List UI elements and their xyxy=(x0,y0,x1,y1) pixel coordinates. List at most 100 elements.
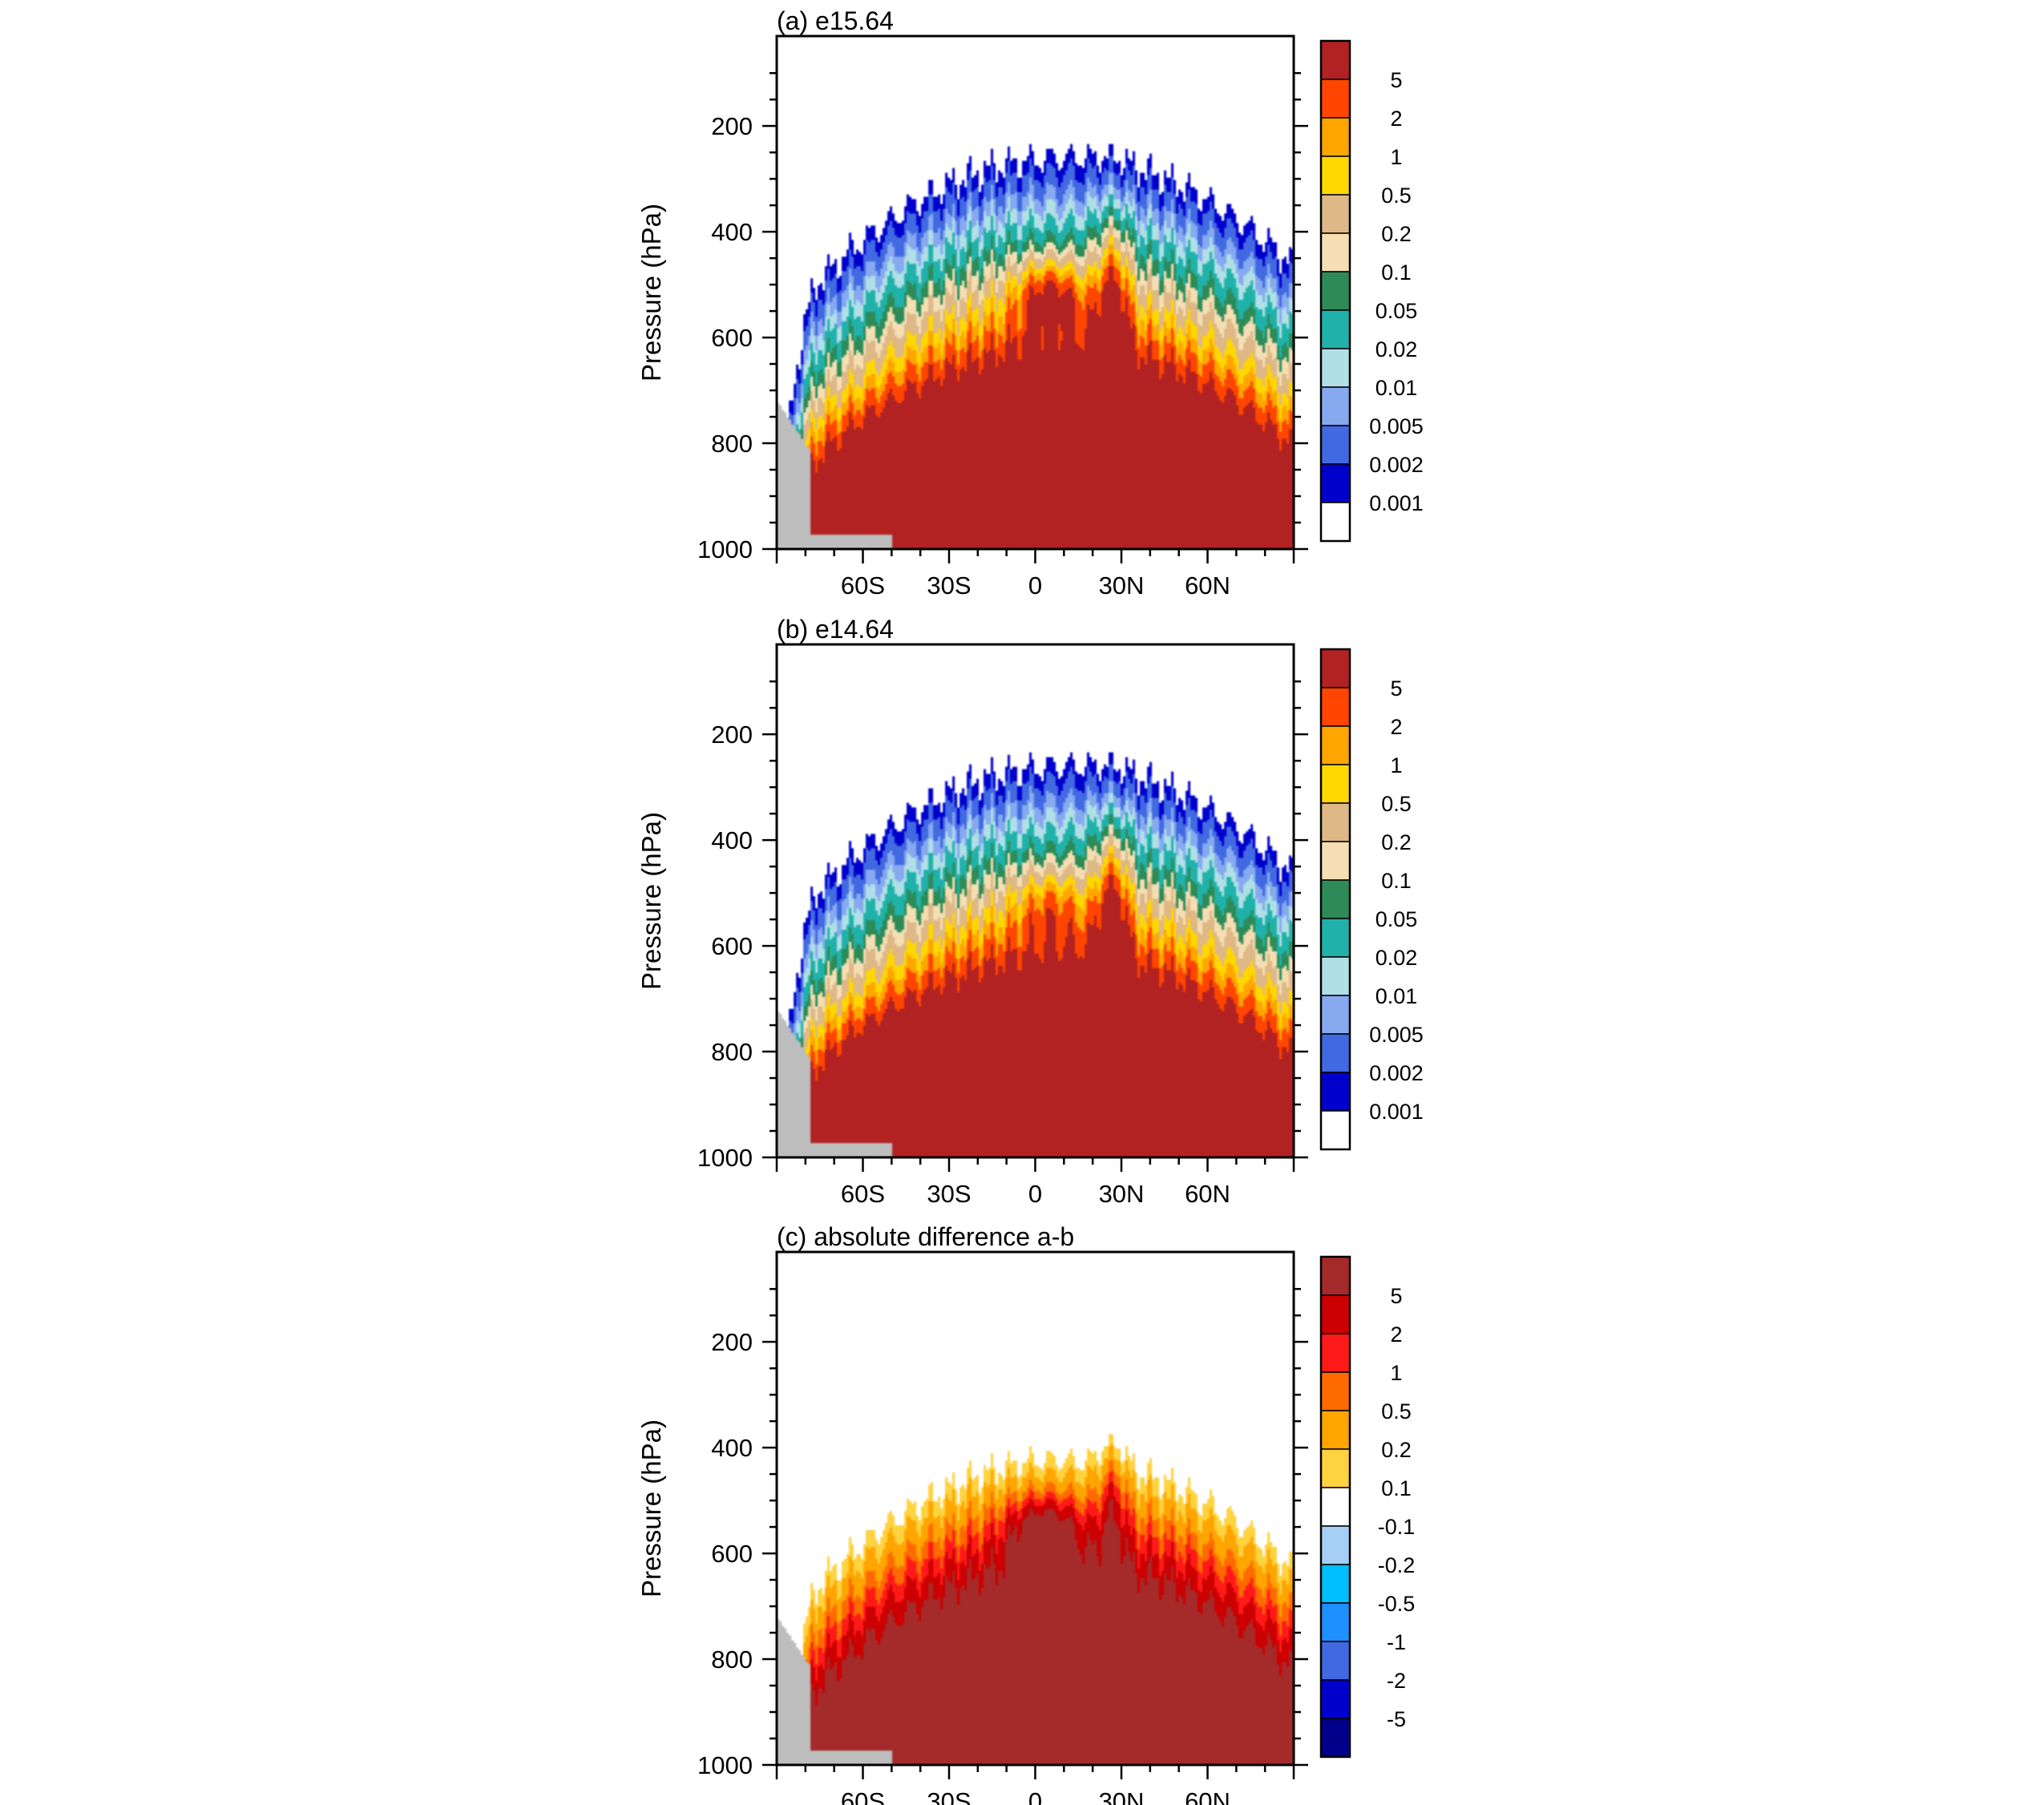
y-tick-label: 600 xyxy=(711,932,753,960)
colorbar-label: 0.05 xyxy=(1375,299,1418,323)
colorbar-label: 0.02 xyxy=(1375,337,1418,361)
colorbar-label: 2 xyxy=(1390,1322,1402,1347)
contour-field xyxy=(777,1252,1294,1765)
colorbar-label: 1 xyxy=(1390,145,1402,169)
y-tick-label: 800 xyxy=(711,1645,753,1674)
colorbar-swatch xyxy=(1320,725,1351,765)
x-tick-label: 30S xyxy=(927,1180,971,1208)
colorbar-label: 0.1 xyxy=(1381,260,1412,285)
panel-title: (a) e15.64 xyxy=(777,6,894,35)
colorbar-label: 0.5 xyxy=(1381,1399,1412,1423)
colorbar-swatch xyxy=(1320,956,1351,996)
colorbar-label: 0.01 xyxy=(1375,376,1418,400)
colorbar-swatch xyxy=(1320,1072,1351,1112)
colorbar-label: 1 xyxy=(1390,1361,1402,1385)
colorbar-label: 5 xyxy=(1390,68,1402,92)
colorbar-label: 0.001 xyxy=(1369,491,1424,515)
colorbar-swatch xyxy=(1320,117,1351,157)
colorbar-label: 0.5 xyxy=(1381,792,1412,816)
y-tick-label: 400 xyxy=(711,1434,753,1462)
colorbar-swatch xyxy=(1320,1487,1351,1527)
colorbar-swatch xyxy=(1320,995,1351,1035)
colorbar-label: 5 xyxy=(1390,676,1402,701)
x-tick-label: 0 xyxy=(1028,571,1042,600)
colorbar-label: -5 xyxy=(1387,1707,1406,1731)
colorbar-swatch xyxy=(1320,1110,1351,1150)
colorbar-swatch xyxy=(1320,1333,1351,1373)
colorbar-swatch xyxy=(1320,271,1351,311)
colorbar-label: 0.2 xyxy=(1381,830,1412,854)
colorbar-swatch xyxy=(1320,1718,1351,1758)
x-tick-label: 30N xyxy=(1099,1180,1145,1208)
colorbar-label: 2 xyxy=(1390,107,1402,131)
contour-field xyxy=(777,36,1294,549)
y-tick-label: 1000 xyxy=(697,535,753,563)
x-tick-label: 60N xyxy=(1185,571,1230,600)
colorbar-label: 1 xyxy=(1390,753,1402,777)
colorbar-swatch xyxy=(1320,879,1351,919)
colorbar-swatch xyxy=(1320,463,1351,503)
x-tick-label: 30S xyxy=(927,1787,971,1805)
y-tick-label: 800 xyxy=(711,1038,753,1066)
y-axis-label: Pressure (hPa) xyxy=(636,812,666,990)
colorbar-swatch xyxy=(1320,309,1351,349)
colorbar-swatch xyxy=(1320,648,1351,688)
colorbar-swatch xyxy=(1320,1256,1351,1296)
colorbar: 5 2 1 0.5 0.2 0.1 -0.1 -0.2 -0.5 -1 -2 -5 xyxy=(1319,1255,1416,1759)
colorbar-swatch xyxy=(1320,502,1351,542)
y-axis-label: Pressure (hPa) xyxy=(636,1419,666,1597)
panel-title: (b) e14.64 xyxy=(777,615,894,644)
y-tick-label: 600 xyxy=(711,1540,753,1568)
colorbar-label: -1 xyxy=(1387,1630,1406,1654)
x-tick-label: 30N xyxy=(1099,571,1145,600)
colorbar-swatch xyxy=(1320,194,1351,234)
colorbar-label: 0.01 xyxy=(1375,984,1418,1008)
y-tick-label: 1000 xyxy=(697,1751,753,1779)
colorbar-swatch xyxy=(1320,918,1351,958)
colorbar-label: 0.1 xyxy=(1381,1476,1412,1500)
colorbar-label: 2 xyxy=(1390,715,1402,739)
colorbar-frame xyxy=(1319,39,1351,543)
colorbar-label: -0.5 xyxy=(1378,1592,1416,1616)
contour-field xyxy=(777,644,1294,1157)
colorbar-swatch xyxy=(1320,1033,1351,1073)
x-tick-label: 0 xyxy=(1028,1787,1042,1805)
x-tick-label: 60N xyxy=(1185,1180,1230,1208)
panel-2: (c) absolute difference a-b 200 400 600 800 1… xyxy=(636,1222,1415,1805)
colorbar-label: 0.05 xyxy=(1375,907,1418,931)
colorbar-label: 0.005 xyxy=(1369,414,1424,438)
y-tick-label: 400 xyxy=(711,826,753,854)
colorbar-swatch xyxy=(1320,1410,1351,1450)
panel-1: (b) e14.64 200 400 600 800 1000 Pressure (hPa)… xyxy=(636,615,1424,1208)
colorbar-swatch xyxy=(1320,1602,1351,1642)
colorbar-label: -0.2 xyxy=(1378,1553,1416,1577)
colorbar-swatch xyxy=(1320,155,1351,196)
colorbar-swatch xyxy=(1320,40,1351,80)
colorbar-swatch xyxy=(1320,348,1351,388)
colorbar-swatch xyxy=(1320,1679,1351,1719)
x-tick-label: 60S xyxy=(841,571,885,600)
colorbar-swatch xyxy=(1320,1294,1351,1335)
colorbar-swatch xyxy=(1320,802,1351,842)
colorbar-label: 0.5 xyxy=(1381,184,1412,208)
x-tick-label: 60N xyxy=(1185,1787,1230,1805)
colorbar-frame xyxy=(1319,648,1351,1151)
colorbar-swatch xyxy=(1320,1371,1351,1411)
colorbar-label: 5 xyxy=(1390,1284,1402,1308)
x-tick-label: 60S xyxy=(841,1787,885,1805)
y-tick-label: 200 xyxy=(711,721,753,749)
x-tick-label: 0 xyxy=(1028,1180,1042,1208)
colorbar-swatch xyxy=(1320,425,1351,465)
colorbar-swatch xyxy=(1320,79,1351,119)
x-tick-label: 30S xyxy=(927,571,971,600)
panel-0: (a) e15.64 200 400 600 800 1000 Pressure (hPa)… xyxy=(636,6,1424,600)
colorbar-swatch xyxy=(1320,1564,1351,1604)
y-axis-label: Pressure (hPa) xyxy=(636,204,666,382)
colorbar-label: -0.1 xyxy=(1378,1515,1416,1539)
colorbar-label: 0.1 xyxy=(1381,869,1412,893)
colorbar-frame xyxy=(1319,1255,1351,1759)
panel-title: (c) absolute difference a-b xyxy=(777,1222,1074,1251)
colorbar-label: 0.002 xyxy=(1369,453,1424,477)
colorbar: 5 2 1 0.5 0.2 0.1 0.05 0.02 0.01 0.005 0.002 0.001 xyxy=(1319,39,1424,543)
